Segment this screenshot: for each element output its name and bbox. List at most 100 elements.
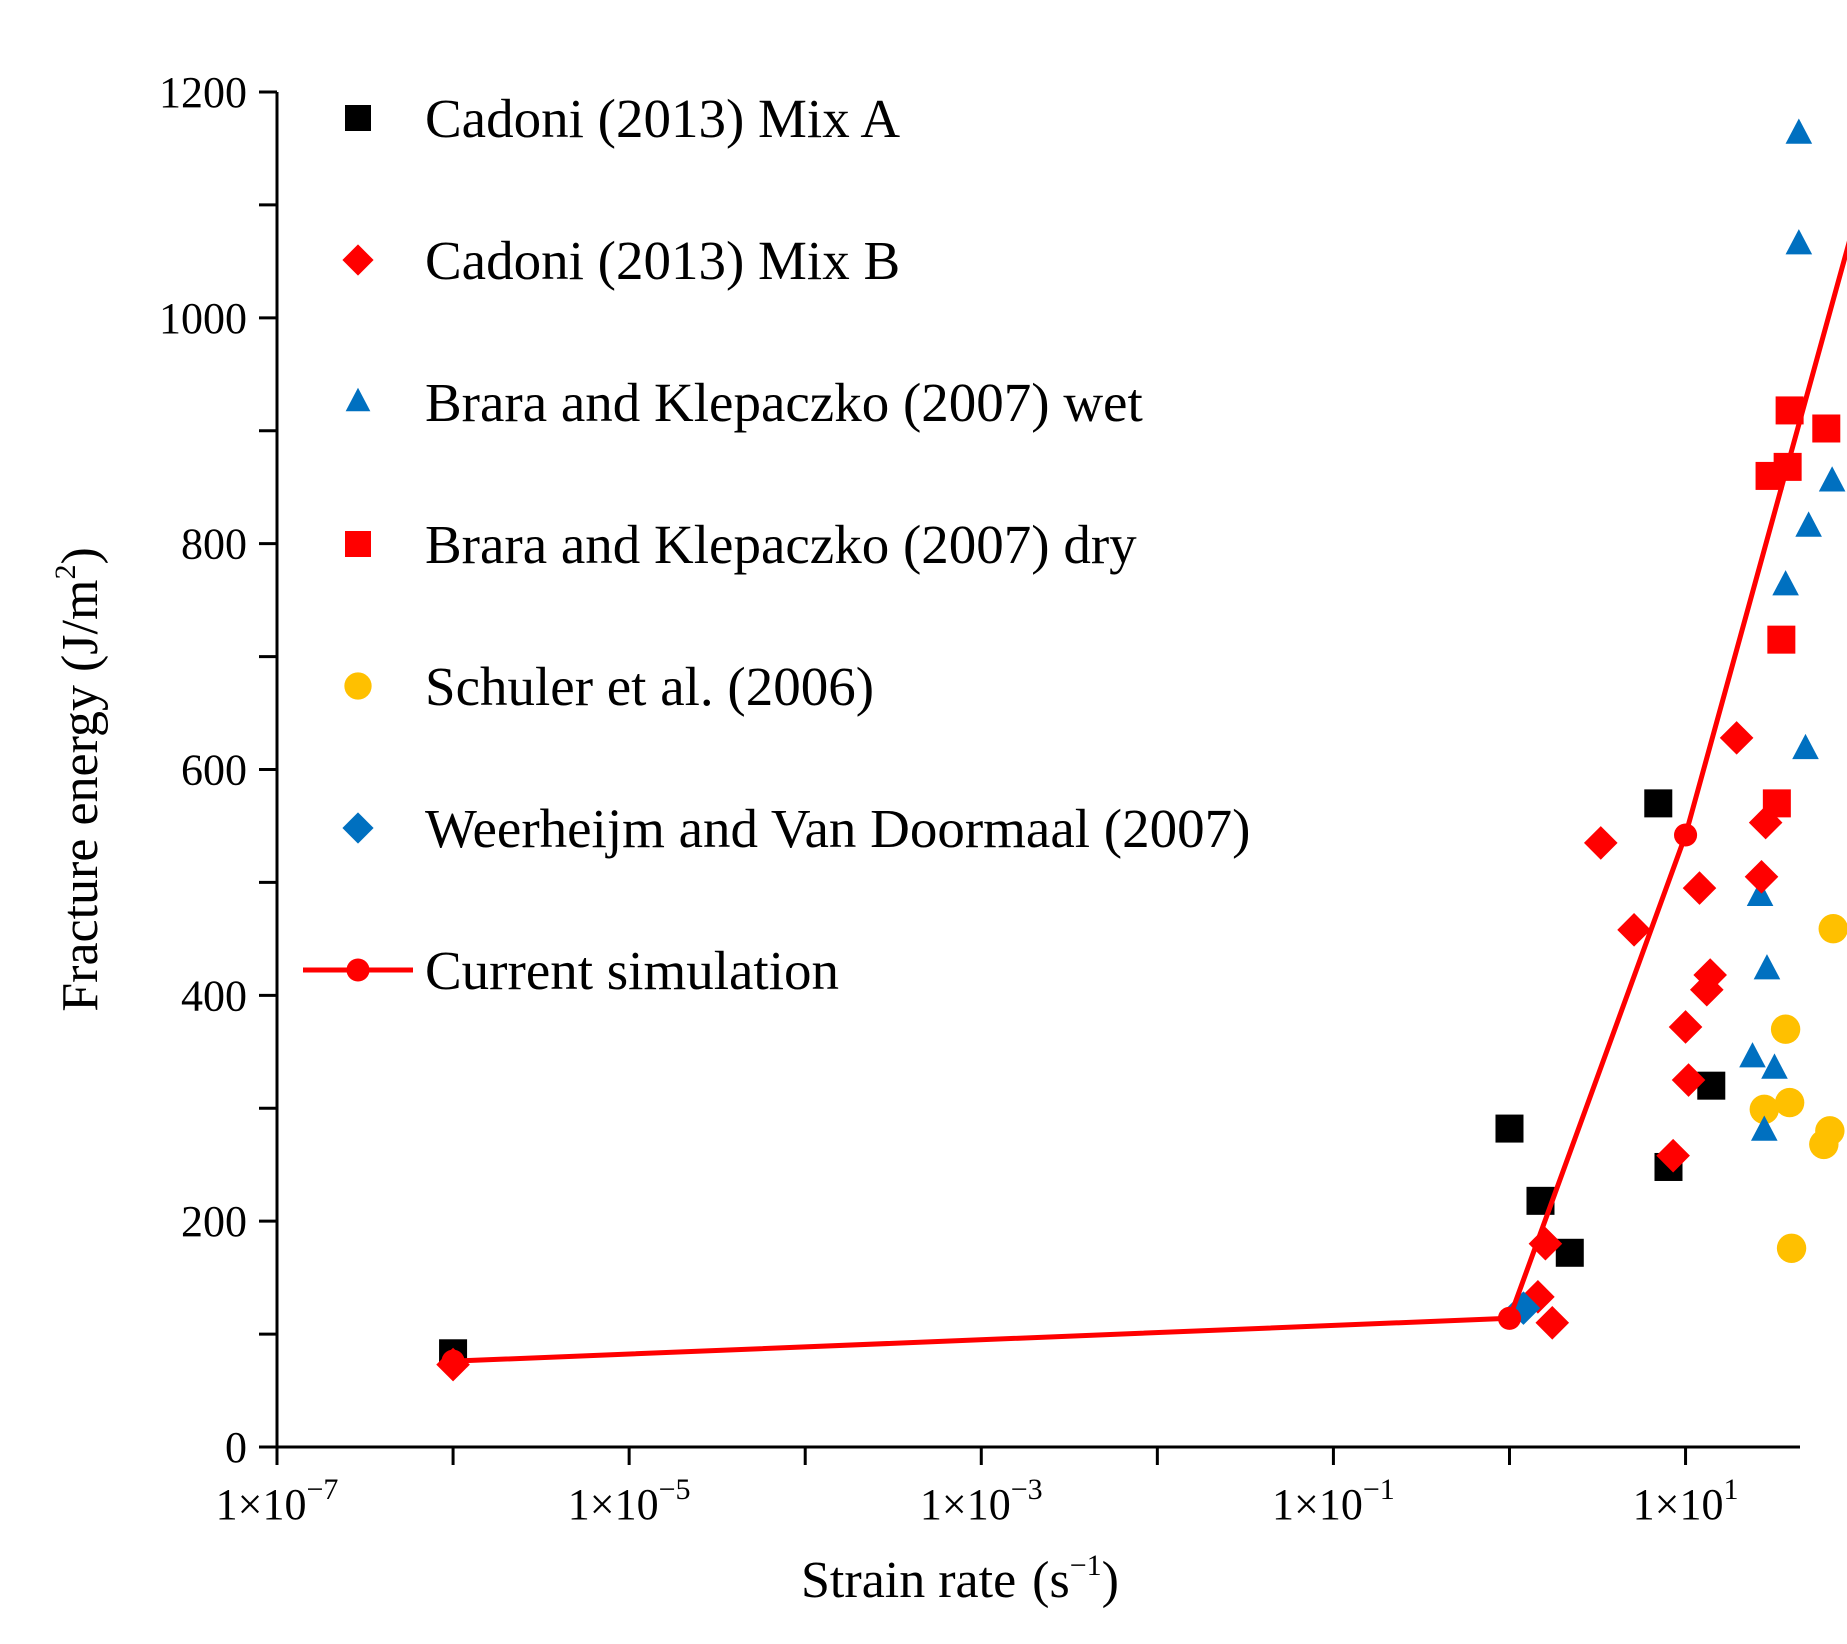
legend-entry: Weerheijm and Van Doormaal (2007) xyxy=(342,798,1250,859)
data-point xyxy=(1668,1010,1703,1044)
data-point xyxy=(1693,958,1727,992)
y-tick-label: 0 xyxy=(225,1423,247,1472)
x-tick-base: 1×10 xyxy=(1272,1480,1363,1529)
data-point xyxy=(1776,1233,1807,1263)
x-ticks: 1×10−7 1×10−5 1×10−3 1×10−1 1×101 xyxy=(216,1447,1739,1529)
legend-label: Current simulation xyxy=(425,940,839,1001)
y-tick-label: 800 xyxy=(181,520,247,569)
legend: Cadoni (2013) Mix A Cadoni (2013) Mix B Br… xyxy=(303,88,1250,1001)
y-axis-title-close: ) xyxy=(52,547,109,564)
data-point xyxy=(1795,511,1822,537)
y-tick-label: 1000 xyxy=(159,294,247,343)
x-axis-unit-close: ) xyxy=(1102,1552,1119,1609)
data-point xyxy=(1719,721,1754,755)
y-ticks: 0 200 400 600 800 1000 1200 xyxy=(159,68,277,1472)
y-tick-label: 1200 xyxy=(159,68,247,117)
x-tick-label: 1×10−5 xyxy=(568,1473,691,1529)
data-point xyxy=(1739,1042,1766,1068)
y-axis-title-text: Fracture energy (J/m xyxy=(52,580,109,1012)
data-point xyxy=(1812,414,1841,443)
data-point xyxy=(1748,805,1783,840)
data-point xyxy=(1792,733,1819,760)
data-point xyxy=(1497,1306,1522,1330)
data-point xyxy=(1774,1087,1805,1118)
data-point xyxy=(1767,625,1796,654)
data-point xyxy=(1682,871,1717,905)
series-4 xyxy=(1749,914,1847,1263)
x-tick-base: 1×10 xyxy=(920,1480,1011,1529)
data-point xyxy=(1674,823,1698,847)
legend-label: Cadoni (2013) Mix A xyxy=(425,88,900,149)
legend-marker xyxy=(346,958,370,982)
y-tick-label: 200 xyxy=(181,1197,247,1246)
data-point xyxy=(1495,1114,1524,1143)
data-point xyxy=(1785,118,1813,144)
x-tick-power: −3 xyxy=(1011,1473,1043,1506)
data-point xyxy=(1785,229,1813,255)
legend-marker xyxy=(342,244,374,276)
data-point xyxy=(1528,1226,1563,1261)
legend-entry: Cadoni (2013) Mix B xyxy=(342,230,900,291)
data-point xyxy=(1772,570,1799,596)
legend-marker xyxy=(342,812,374,844)
x-tick-power: 1 xyxy=(1723,1473,1738,1506)
legend-entry: Brara and Klepaczko (2007) dry xyxy=(345,514,1137,575)
legend-marker xyxy=(345,387,371,412)
x-axis-unit-open: (s xyxy=(1032,1552,1070,1609)
series-6 xyxy=(441,240,1847,1373)
series-2 xyxy=(1739,118,1846,1141)
x-tick-label: 1×10−3 xyxy=(920,1473,1043,1529)
simulation-line xyxy=(452,240,1847,1364)
data-point xyxy=(1583,826,1618,860)
legend-marker xyxy=(344,672,372,700)
data-point xyxy=(1697,1071,1726,1100)
legend-label: Cadoni (2013) Mix B xyxy=(425,230,900,291)
data-point xyxy=(1749,1094,1779,1125)
y-axis-title-sup: 2 xyxy=(49,565,82,580)
x-axis-unit-sup: −1 xyxy=(1070,1549,1102,1582)
data-point xyxy=(1535,1305,1570,1340)
data-point xyxy=(1750,1115,1778,1141)
legend-entry: Schuler et al. (2006) xyxy=(344,656,874,717)
series-3 xyxy=(1755,396,1841,818)
x-tick-base: 1×10 xyxy=(216,1480,307,1529)
x-tick-power: −5 xyxy=(659,1473,691,1506)
series-1 xyxy=(436,721,1783,1382)
x-tick-label: 1×10−1 xyxy=(1272,1473,1395,1529)
data-point xyxy=(1818,466,1846,492)
legend-marker xyxy=(345,531,371,557)
legend-label: Brara and Klepaczko (2007) wet xyxy=(425,372,1143,433)
y-axis-title: Fracture energy (J/m2) xyxy=(49,547,109,1012)
data-point xyxy=(1818,914,1847,944)
data-point xyxy=(1753,954,1781,980)
legend-entry: Brara and Klepaczko (2007) wet xyxy=(345,372,1143,433)
plot-area xyxy=(436,118,1847,1382)
data-point xyxy=(1671,1063,1706,1097)
x-tick-label: 1×101 xyxy=(1633,1473,1739,1529)
series-0 xyxy=(439,789,1726,1368)
data-point xyxy=(1770,1014,1801,1044)
x-tick-power: −1 xyxy=(1363,1473,1395,1506)
x-tick-label: 1×10−7 xyxy=(216,1473,339,1529)
x-tick-base: 1×10 xyxy=(568,1480,659,1529)
legend-label: Schuler et al. (2006) xyxy=(425,656,874,717)
data-point xyxy=(1746,880,1774,906)
data-point xyxy=(1617,913,1651,947)
legend-entry: Current simulation xyxy=(303,940,839,1001)
data-point xyxy=(1744,859,1779,894)
data-point xyxy=(441,1349,465,1373)
legend-label: Brara and Klepaczko (2007) dry xyxy=(425,514,1137,575)
data-point xyxy=(1815,1116,1845,1146)
y-tick-label: 400 xyxy=(181,971,247,1020)
x-axis-title: Strain rate (s−1) xyxy=(801,1549,1119,1609)
legend-label: Weerheijm and Van Doormaal (2007) xyxy=(425,798,1250,859)
y-tick-label: 600 xyxy=(181,746,247,795)
x-tick-power: −7 xyxy=(306,1473,338,1506)
data-point xyxy=(1644,789,1673,818)
legend-entry: Cadoni (2013) Mix A xyxy=(345,88,900,149)
legend-marker xyxy=(345,105,371,131)
data-point xyxy=(1656,1138,1690,1173)
x-tick-base: 1×10 xyxy=(1633,1480,1724,1529)
